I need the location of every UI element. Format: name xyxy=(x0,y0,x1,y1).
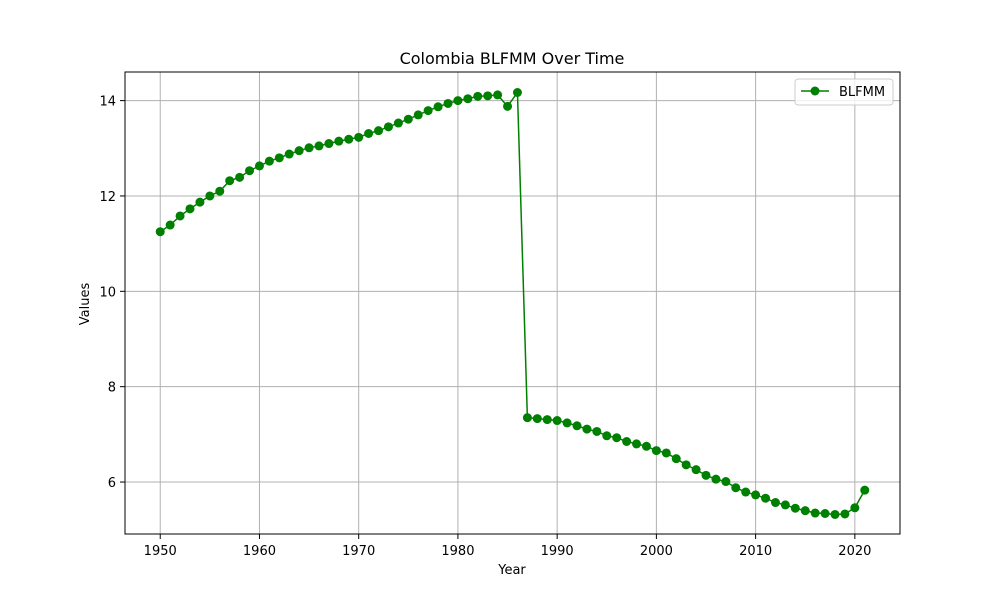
data-point xyxy=(622,437,632,447)
data-point xyxy=(820,508,830,518)
data-point xyxy=(552,416,562,426)
data-point xyxy=(185,204,195,214)
legend-marker xyxy=(810,86,820,96)
data-point xyxy=(532,414,542,424)
data-point xyxy=(572,421,582,431)
data-point xyxy=(215,186,225,196)
data-point xyxy=(681,460,691,470)
data-point xyxy=(383,122,393,132)
data-point xyxy=(433,102,443,112)
x-tick-label: 2000 xyxy=(640,544,673,559)
data-point xyxy=(632,439,642,449)
data-point xyxy=(274,153,284,163)
data-point xyxy=(701,470,711,480)
data-point xyxy=(721,477,731,487)
data-point xyxy=(245,166,255,176)
data-point xyxy=(592,426,602,436)
x-tick-label: 1950 xyxy=(144,544,177,559)
data-point xyxy=(473,91,483,101)
data-point xyxy=(423,106,433,116)
data-point xyxy=(493,90,503,100)
y-tick-label: 6 xyxy=(108,476,116,491)
data-point xyxy=(304,143,314,153)
data-point xyxy=(483,91,493,101)
data-point xyxy=(562,418,572,428)
plot-frame xyxy=(124,71,901,535)
data-point xyxy=(284,149,294,159)
x-tick-label: 1970 xyxy=(342,544,375,559)
data-point xyxy=(165,220,175,230)
data-point xyxy=(800,506,810,516)
data-point xyxy=(374,126,384,136)
grid-lines xyxy=(125,72,900,534)
data-point xyxy=(443,98,453,108)
x-tick-label: 2020 xyxy=(838,544,871,559)
data-point xyxy=(294,146,304,156)
data-point xyxy=(175,211,185,221)
y-axis-label: Values xyxy=(78,283,93,326)
data-point xyxy=(314,141,324,151)
x-tick-label: 1990 xyxy=(541,544,574,559)
data-point xyxy=(691,465,701,475)
data-point xyxy=(790,503,800,513)
data-point xyxy=(741,487,751,497)
chart-title: Colombia BLFMM Over Time xyxy=(400,49,625,68)
y-tick-label: 8 xyxy=(108,381,116,396)
data-point xyxy=(711,474,721,484)
data-point xyxy=(334,136,344,146)
data-point xyxy=(463,94,473,104)
data-point xyxy=(731,483,741,493)
legend-box xyxy=(794,78,894,106)
data-point xyxy=(364,129,374,139)
data-point xyxy=(235,172,245,182)
legend-label: BLFMM xyxy=(839,85,885,100)
data-point xyxy=(770,498,780,508)
data-point xyxy=(780,500,790,510)
data-point xyxy=(840,509,850,519)
data-point xyxy=(403,114,413,124)
data-point xyxy=(671,454,681,464)
axes xyxy=(124,71,901,535)
data-point xyxy=(751,490,761,500)
data-point xyxy=(860,485,870,495)
data-point xyxy=(612,433,622,443)
data-point xyxy=(254,161,264,171)
data-point xyxy=(602,431,612,441)
data-point xyxy=(393,118,403,128)
x-axis-label: Year xyxy=(497,563,526,578)
data-point xyxy=(522,413,532,423)
data-point xyxy=(195,197,205,207)
data-point xyxy=(205,191,215,201)
data-point xyxy=(155,227,165,237)
data-point xyxy=(413,110,423,120)
x-tick-label: 2010 xyxy=(739,544,772,559)
axis-ticks: 1950 1960 1970 1980 1990 2000 2010 2020 6 8 10 12 14 xyxy=(99,95,871,559)
series-layer xyxy=(155,88,870,519)
data-point xyxy=(512,88,522,98)
x-tick-label: 1960 xyxy=(243,544,276,559)
data-point xyxy=(850,503,860,513)
legend: BLFMM xyxy=(794,78,894,106)
data-point xyxy=(830,509,840,519)
data-point xyxy=(641,441,651,451)
x-tick-label: 1980 xyxy=(441,544,474,559)
data-point xyxy=(344,134,354,144)
y-tick-label: 10 xyxy=(99,285,116,300)
data-point xyxy=(264,156,274,166)
data-point xyxy=(503,101,513,111)
data-point xyxy=(761,493,771,503)
data-point xyxy=(651,446,661,456)
y-tick-label: 12 xyxy=(99,190,116,205)
data-point xyxy=(810,508,820,518)
data-point xyxy=(542,415,552,425)
data-point xyxy=(354,132,364,142)
y-tick-label: 14 xyxy=(99,95,116,110)
data-point xyxy=(453,96,463,106)
data-point xyxy=(225,176,235,186)
data-point xyxy=(582,424,592,434)
data-point xyxy=(324,139,334,149)
data-point xyxy=(661,448,671,458)
